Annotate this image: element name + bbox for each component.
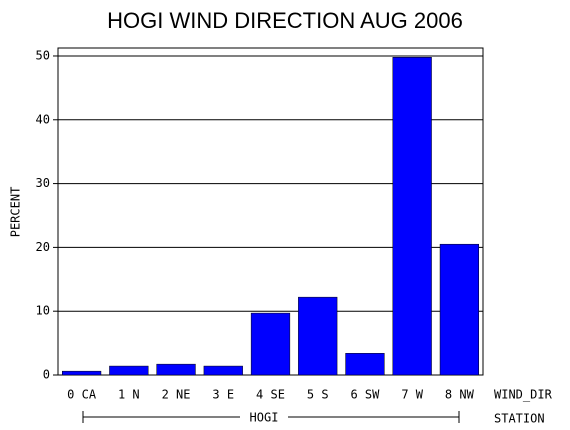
group-axis-label: STATION [494, 412, 545, 426]
bar [109, 365, 149, 376]
x-tick-label: 7 W [401, 388, 423, 402]
y-tick-label: 30 [36, 176, 50, 190]
y-tick-label: 20 [36, 240, 50, 254]
x-tick-label: 5 S [307, 388, 329, 402]
x-tick-label: 6 SW [350, 388, 380, 402]
x-tick-label: 3 E [212, 388, 234, 402]
y-axis-label: PERCENT [9, 187, 23, 238]
bar [156, 363, 196, 376]
bar [392, 57, 432, 376]
bar [203, 365, 243, 376]
bar [345, 353, 385, 376]
bar [439, 243, 479, 376]
x-tick-label: 2 NE [162, 388, 191, 402]
bar [298, 296, 338, 376]
x-tick-label: 1 N [118, 388, 140, 402]
y-tick-label: 50 [36, 48, 50, 62]
bar [250, 312, 291, 376]
bar [62, 370, 102, 376]
x-tick-label: 4 SE [256, 388, 285, 402]
x-axis-label: WIND_DIR [494, 388, 553, 402]
chart-title: HOGI WIND DIRECTION AUG 2006 [107, 8, 463, 33]
group-label: HOGI [250, 411, 279, 425]
x-tick-label: 8 NW [445, 388, 475, 402]
y-tick-label: 10 [36, 304, 50, 318]
y-tick-label: 0 [43, 368, 50, 382]
x-tick-label: 0 CA [67, 388, 97, 402]
y-tick-label: 40 [36, 112, 50, 126]
